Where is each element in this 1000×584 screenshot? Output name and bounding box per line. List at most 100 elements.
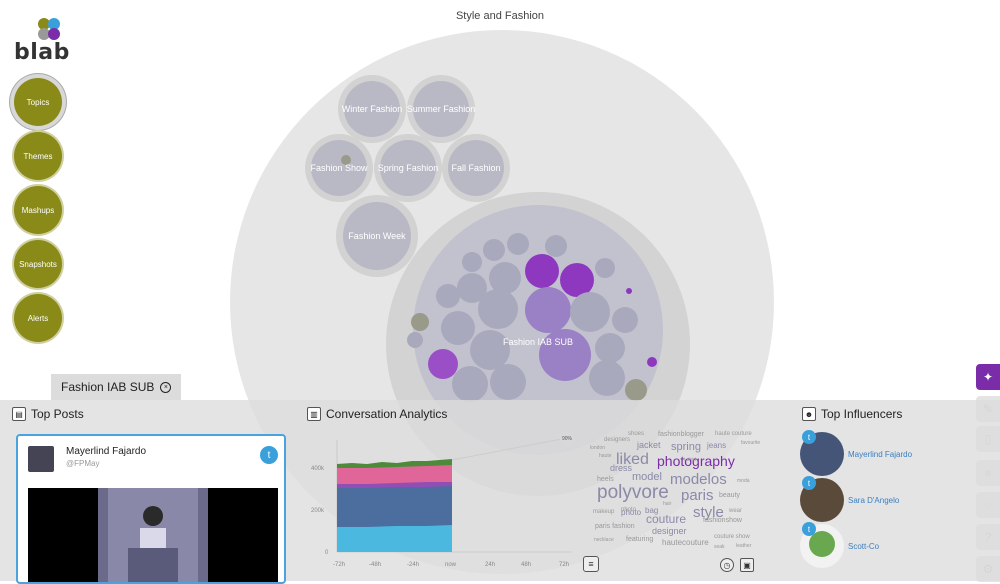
bubble-summer-fashion[interactable]: Summer Fashion	[407, 75, 476, 143]
word-cloud-term[interactable]: spring	[671, 441, 701, 453]
analytics-header: ▥ Conversation Analytics	[307, 407, 447, 421]
word-cloud-term[interactable]: couture show	[714, 534, 750, 540]
word-cloud-term[interactable]: seak	[714, 544, 725, 550]
twitter-icon: t	[802, 522, 816, 536]
nav-mashups-button[interactable]: Mashups	[14, 186, 62, 234]
x-tick: now	[445, 562, 457, 568]
word-cloud-term[interactable]: necklace	[594, 537, 614, 543]
word-cloud-term[interactable]: wear	[729, 508, 743, 514]
clock-icon[interactable]: ◷	[720, 558, 734, 572]
top-posts-title: Top Posts	[31, 407, 84, 421]
word-cloud-term[interactable]: jacket	[637, 440, 661, 450]
twitter-icon: t	[802, 476, 816, 490]
compass-icon[interactable]: ✦	[976, 364, 1000, 390]
bubble-label: Fashion IAB SUB	[503, 337, 573, 347]
bubble-fall-fashion[interactable]: Fall Fashion	[442, 134, 510, 202]
influencer-name[interactable]: Mayerlind Fajardo	[848, 450, 913, 459]
word-cloud[interactable]: shoes fashionblogger haute couture designer…	[590, 428, 770, 553]
influencer-item[interactable]: t Scott-Co	[800, 522, 970, 568]
word-cloud-term[interactable]: photo	[621, 508, 642, 517]
top-posts-header: ▤ Top Posts	[12, 407, 84, 421]
influencer-name[interactable]: Sara D'Angelo	[848, 496, 900, 505]
word-cloud-term[interactable]: leather	[736, 543, 752, 549]
word-cloud-term[interactable]: haute	[599, 453, 612, 459]
y-tick: 400k	[311, 466, 325, 472]
influencer-item[interactable]: t Sara D'Angelo	[800, 476, 970, 522]
tab-fashion-iab-sub[interactable]: Fashion IAB SUB ×	[51, 374, 182, 400]
bubble-spring-fashion[interactable]: Spring Fashion	[374, 134, 442, 202]
word-cloud-term[interactable]: favourite	[741, 440, 761, 446]
word-cloud-term[interactable]: photography	[657, 453, 735, 469]
y-tick: 0	[325, 550, 329, 556]
note-icon[interactable]: ▣	[740, 558, 754, 572]
nav-snapshots-button[interactable]: Snapshots	[14, 240, 62, 288]
word-cloud-term[interactable]: dress	[610, 463, 633, 473]
word-cloud-term[interactable]: paris	[681, 487, 714, 504]
word-cloud-term[interactable]: liked	[616, 451, 649, 468]
logo-text: blab	[14, 40, 70, 65]
word-cloud-term[interactable]: fashionshow	[703, 517, 742, 524]
percent-badge: 90%	[562, 436, 573, 442]
blab-logo[interactable]: blab	[14, 14, 74, 65]
bubble-winter-fashion[interactable]: Winter Fashion	[338, 75, 406, 143]
bubble-label: Fashion Show	[310, 163, 368, 173]
influencers-header: ☻ Top Influencers	[802, 407, 902, 421]
word-cloud-term[interactable]: modelos	[670, 471, 727, 488]
twitter-icon: t	[802, 430, 816, 444]
x-tick: -24h	[407, 562, 419, 568]
nav-themes-button[interactable]: Themes	[14, 132, 62, 180]
word-cloud-term[interactable]: t shirt	[684, 457, 697, 463]
post-card[interactable]: Mayerlind Fajardo @FPMay t	[16, 434, 286, 584]
twitter-icon: t	[260, 446, 278, 464]
word-cloud-term[interactable]: shoes	[628, 431, 645, 437]
bubble-fashion-show[interactable]: Fashion Show	[305, 134, 373, 202]
word-cloud-term[interactable]: hautecouture	[662, 538, 709, 547]
list-view-icon[interactable]: ≡	[583, 556, 599, 572]
bubble-label: Spring Fashion	[378, 163, 439, 173]
word-cloud-term[interactable]: beauty	[719, 492, 741, 499]
x-tick: 24h	[485, 562, 495, 568]
word-cloud-term[interactable]: photo	[621, 507, 637, 513]
word-cloud-term[interactable]: designers	[604, 437, 631, 443]
word-cloud-term[interactable]: polyvore	[597, 482, 669, 503]
x-tick: 72h	[559, 562, 569, 568]
word-cloud-term[interactable]: style	[693, 504, 724, 521]
nav-label: Alerts	[27, 313, 49, 323]
bar-chart-icon: ▥	[307, 407, 321, 421]
nav-label: Mashups	[21, 205, 55, 215]
area-chart[interactable]: 400k 200k 0 -72h -48h -24h now 24h 48h 7…	[307, 430, 607, 570]
bubble-label: Winter Fashion	[342, 104, 403, 114]
analytics-title: Conversation Analytics	[326, 407, 448, 421]
word-cloud-term[interactable]: paris fashion	[595, 523, 635, 530]
word-cloud-term[interactable]: designer	[652, 526, 687, 536]
bubble-fashion-week[interactable]: Fashion Week	[336, 195, 418, 277]
word-cloud-term[interactable]: moda	[737, 478, 750, 484]
word-cloud-term[interactable]: featuring	[626, 536, 654, 543]
influencers-title: Top Influencers	[821, 407, 903, 421]
avatar	[800, 524, 844, 568]
nav-alerts-button[interactable]: Alerts	[14, 294, 62, 342]
word-cloud-term[interactable]: jeans	[707, 441, 727, 450]
influencer-item[interactable]: t Mayerlind Fajardo	[800, 430, 970, 476]
word-cloud-term[interactable]: heels	[597, 476, 614, 483]
word-cloud-term[interactable]: hair	[663, 501, 672, 507]
post-handle: @FPMay	[66, 459, 100, 468]
word-cloud-term[interactable]: couture	[646, 512, 687, 526]
word-cloud-term[interactable]: fashionblogger	[658, 431, 704, 438]
word-cloud-term[interactable]: bag	[645, 506, 659, 515]
word-cloud-term[interactable]: makeup	[593, 509, 615, 515]
word-cloud-term[interactable]: london	[590, 445, 606, 451]
bubble-label: Summer Fashion	[407, 104, 476, 114]
bubble-label: Fashion Week	[348, 231, 406, 241]
post-image[interactable]	[28, 488, 278, 582]
nav-label: Topics	[26, 97, 50, 107]
post-author: Mayerlind Fajardo	[66, 446, 147, 457]
close-icon[interactable]: ×	[160, 381, 172, 393]
viz-title: Style and Fashion	[455, 10, 545, 22]
word-cloud-term[interactable]: haute couture	[715, 431, 752, 437]
tab-label: Fashion IAB SUB	[61, 380, 155, 394]
word-cloud-term[interactable]: model	[632, 471, 662, 483]
x-tick: -48h	[369, 562, 381, 568]
nav-topics-button[interactable]: Topics	[14, 78, 62, 126]
influencer-name[interactable]: Scott-Co	[848, 542, 880, 551]
